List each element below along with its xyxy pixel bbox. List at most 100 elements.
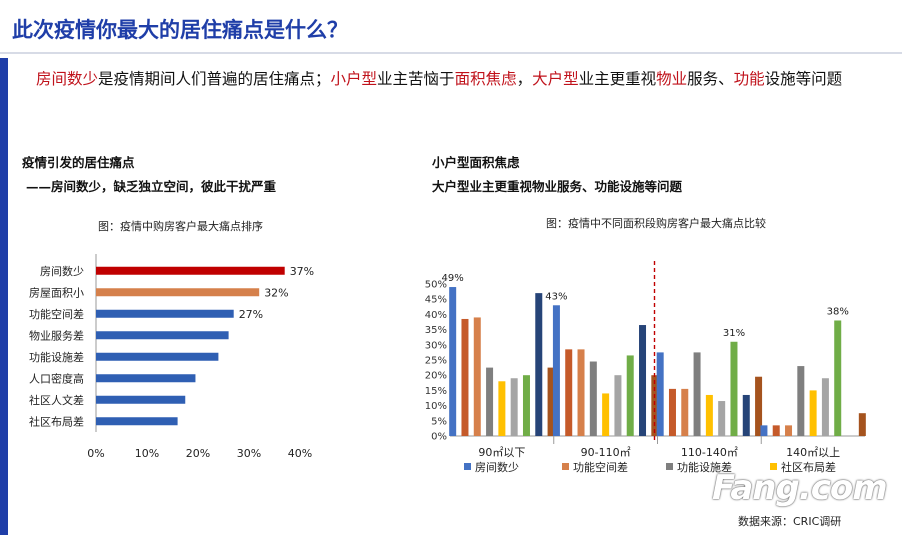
bar xyxy=(626,355,634,436)
data-label: 27% xyxy=(239,308,263,321)
y-tick-label: 35% xyxy=(425,325,447,336)
data-label: 43% xyxy=(545,291,567,302)
bar xyxy=(797,366,805,436)
legend-swatch xyxy=(562,463,569,470)
bar xyxy=(589,361,597,436)
bar xyxy=(96,374,196,383)
bar xyxy=(858,413,866,436)
bar xyxy=(821,378,829,436)
bar xyxy=(718,401,726,436)
bar xyxy=(772,425,780,436)
bar xyxy=(614,375,622,436)
y-tick-label: 20% xyxy=(425,371,447,382)
data-label: 31% xyxy=(723,328,745,339)
y-tick-label: 45% xyxy=(425,295,447,306)
bar xyxy=(547,367,555,436)
bar xyxy=(535,293,543,436)
data-label: 38% xyxy=(827,306,849,317)
data-label: 37% xyxy=(290,265,314,278)
summary-part: ， xyxy=(516,70,533,88)
bar xyxy=(498,381,506,436)
data-label: 32% xyxy=(264,286,288,299)
y-tick-label: 50% xyxy=(425,280,447,291)
x-tick-label: 30% xyxy=(237,447,261,460)
y-tick-label: 15% xyxy=(425,386,447,397)
bar xyxy=(522,375,530,436)
bar xyxy=(565,349,573,436)
category-label: 人口密度高 xyxy=(29,371,84,385)
bar xyxy=(730,341,738,436)
bar xyxy=(96,266,285,275)
bar xyxy=(656,352,664,436)
bar xyxy=(96,331,229,340)
legend-label: 功能空间差 xyxy=(573,460,628,474)
summary-highlight: 房间数少 xyxy=(36,70,99,88)
legend-label: 功能设施差 xyxy=(677,460,732,474)
right-chart-caption: 图：疫情中不同面积段购房客户最大痛点比较 xyxy=(546,217,766,230)
logo-text: Fang.com xyxy=(712,468,888,508)
legend-swatch xyxy=(666,463,673,470)
bar xyxy=(785,425,793,436)
bar xyxy=(760,425,768,436)
summary-part: 服务、 xyxy=(687,70,734,88)
category-label: 房间数少 xyxy=(40,265,84,278)
bar xyxy=(510,378,518,436)
bar xyxy=(834,320,842,436)
bar xyxy=(96,288,260,297)
bar xyxy=(705,394,713,436)
summary-highlight: 小户型 xyxy=(330,70,378,88)
y-tick-label: 0% xyxy=(431,432,447,443)
bar xyxy=(809,390,817,436)
x-tick-label: 10% xyxy=(135,447,159,460)
category-label: 房屋面积小 xyxy=(29,286,84,299)
summary-part: 设施等问题 xyxy=(764,70,843,88)
summary-highlight: 大户型 xyxy=(532,70,579,88)
category-label: 90㎡以下 xyxy=(478,446,525,459)
y-tick-label: 5% xyxy=(431,416,447,427)
area-segment-comparison-chart: 0% 5% 10% 15% 20% 25% 30% 35% 40% 45% 50%49% 90㎡以下 4… xyxy=(425,260,866,474)
x-tick-label: 20% xyxy=(186,447,210,460)
right-section-subheading: 大户型业主更重视物业服务、功能设施等问题 xyxy=(432,179,683,194)
data-source: 数据来源：CRIC调研 xyxy=(738,515,842,528)
category-label: 社区布局差 xyxy=(29,414,84,428)
pain-point-ranking-chart: 房间数少 37% 房屋面积小 32% 功能空间差 27% 物业服务差功能设施差人口密度高社区… xyxy=(29,254,314,460)
left-chart-caption: 图：疫情中购房客户最大痛点排序 xyxy=(98,220,263,233)
summary-text: 房间数少是疫情期间人们普遍的居住痛点；小户型业主苦恼于面积焦虑，大户型业主更重视… xyxy=(36,67,866,91)
y-tick-label: 40% xyxy=(425,310,447,321)
legend-swatch xyxy=(464,463,471,470)
summary-highlight: 功能 xyxy=(733,70,765,88)
summary-highlight: 面积焦虑 xyxy=(454,70,517,88)
category-label: 90-110㎡ xyxy=(581,446,631,459)
category-label: 功能设施差 xyxy=(29,350,84,364)
x-tick-label: 40% xyxy=(288,447,312,460)
y-tick-label: 30% xyxy=(425,340,447,351)
bar xyxy=(668,388,676,436)
category-label: 物业服务差 xyxy=(29,328,84,342)
bar xyxy=(552,305,560,436)
bar xyxy=(681,388,689,436)
page-title: 此次疫情你最大的居住痛点是什么？ xyxy=(12,18,348,42)
bar xyxy=(755,376,763,436)
summary-highlight: 物业 xyxy=(656,70,688,88)
data-label: 49% xyxy=(442,273,464,284)
category-label: 110-140㎡ xyxy=(681,446,738,459)
bar xyxy=(486,367,494,436)
left-section-heading: 疫情引发的居住痛点 xyxy=(22,155,135,170)
legend-label: 房间数少 xyxy=(475,461,519,474)
header-bar: 此次疫情你最大的居住痛点是什么？ xyxy=(0,0,902,58)
bar xyxy=(651,375,659,436)
bar xyxy=(96,395,186,404)
bar xyxy=(742,394,750,436)
legend-label: 社区布局差 xyxy=(781,460,836,474)
category-label: 社区人文差 xyxy=(29,393,84,407)
bar xyxy=(602,393,610,436)
bar xyxy=(96,309,234,318)
y-tick-label: 10% xyxy=(425,401,447,412)
summary-part: 业主苦恼于 xyxy=(377,70,455,88)
fang-logo: Fang.com xyxy=(712,468,888,508)
legend-swatch xyxy=(770,463,777,470)
category-label: 功能空间差 xyxy=(29,307,84,321)
bar xyxy=(693,352,701,436)
y-tick-label: 25% xyxy=(425,356,447,367)
right-section-heading: 小户型面积焦虑 xyxy=(432,155,520,170)
